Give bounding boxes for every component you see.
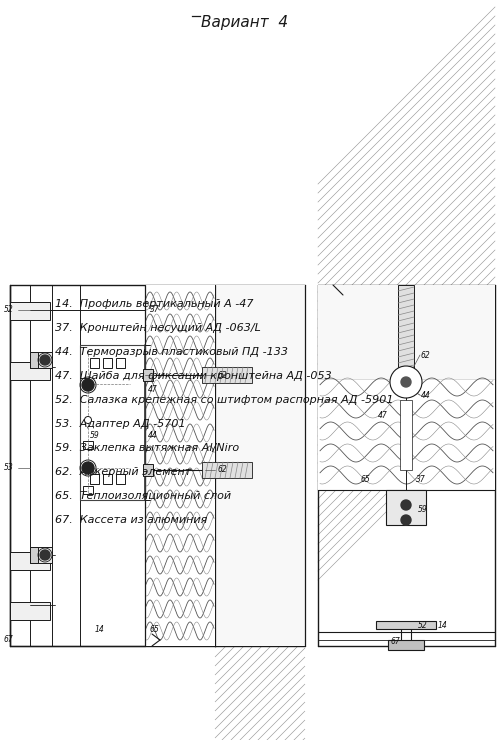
Text: 59.  Заклепка вытяжная Al/Niro: 59. Заклепка вытяжная Al/Niro xyxy=(55,443,239,453)
Circle shape xyxy=(82,379,94,391)
Text: 47.  Шайба для фиксации кронштейна АД -053: 47. Шайба для фиксации кронштейна АД -05… xyxy=(55,371,332,381)
Text: 62: 62 xyxy=(421,351,431,360)
Bar xyxy=(400,400,412,470)
Bar xyxy=(145,285,215,646)
Bar xyxy=(30,547,52,563)
Text: 59: 59 xyxy=(418,505,428,514)
Bar xyxy=(83,441,93,449)
Text: 52: 52 xyxy=(4,306,14,314)
Text: 14.  Профиль вертикальный А -47: 14. Профиль вертикальный А -47 xyxy=(55,299,254,309)
Circle shape xyxy=(82,462,94,474)
Text: 62: 62 xyxy=(218,465,228,474)
Circle shape xyxy=(84,417,91,423)
Bar xyxy=(318,380,495,490)
Text: 62: 62 xyxy=(218,371,228,380)
Text: 52.  Салазка крепежная со штифтом распорная АД -5901: 52. Салазка крепежная со штифтом распорн… xyxy=(55,395,394,405)
Text: 37.  Кронштейн несущий АД -063/L: 37. Кронштейн несущий АД -063/L xyxy=(55,323,261,333)
Text: 44: 44 xyxy=(148,431,158,440)
Text: 59: 59 xyxy=(90,431,100,440)
Text: 47: 47 xyxy=(148,386,158,394)
Bar xyxy=(103,474,112,484)
Text: 44.  Терморазрыв пластиковый ПД -133: 44. Терморазрыв пластиковый ПД -133 xyxy=(55,347,288,357)
Bar xyxy=(10,302,50,320)
Text: 53.  Адаптер АД -5701: 53. Адаптер АД -5701 xyxy=(55,419,186,429)
Circle shape xyxy=(390,366,422,398)
Text: 37: 37 xyxy=(416,476,426,485)
Bar xyxy=(202,462,252,478)
Bar xyxy=(386,490,426,525)
Text: 52: 52 xyxy=(418,621,428,630)
Bar xyxy=(143,369,153,381)
Bar xyxy=(10,602,50,620)
Text: Вариант  4: Вариант 4 xyxy=(202,15,288,30)
Bar xyxy=(318,285,495,380)
Bar xyxy=(116,474,125,484)
Bar xyxy=(30,352,52,368)
Bar xyxy=(90,358,99,368)
Text: 67: 67 xyxy=(4,636,14,645)
Text: 65: 65 xyxy=(361,476,371,485)
Text: 65: 65 xyxy=(150,625,160,634)
Text: 47: 47 xyxy=(378,411,388,420)
Text: 67: 67 xyxy=(391,636,401,645)
Text: 14: 14 xyxy=(438,621,448,630)
Circle shape xyxy=(40,550,50,560)
Bar xyxy=(215,285,305,646)
Bar xyxy=(388,640,424,650)
Bar xyxy=(376,621,436,629)
Text: 14: 14 xyxy=(95,625,105,634)
Text: 37: 37 xyxy=(150,306,160,314)
Text: 67.  Кассета из алюминия: 67. Кассета из алюминия xyxy=(55,515,208,525)
Bar xyxy=(202,367,252,383)
Circle shape xyxy=(401,377,411,387)
Bar xyxy=(10,362,50,380)
Circle shape xyxy=(401,500,411,510)
Bar xyxy=(398,285,414,385)
Text: 62.  Анкерный элемент: 62. Анкерный элемент xyxy=(55,467,191,477)
Bar xyxy=(30,547,38,563)
Bar xyxy=(116,358,125,368)
Bar xyxy=(80,345,145,500)
Bar xyxy=(30,352,38,368)
Text: 65.  Теплоизоляционный слой: 65. Теплоизоляционный слой xyxy=(55,491,231,501)
Bar xyxy=(10,552,50,570)
Bar xyxy=(143,464,153,476)
Text: 44: 44 xyxy=(421,391,431,400)
Circle shape xyxy=(401,515,411,525)
Bar xyxy=(103,358,112,368)
Circle shape xyxy=(40,355,50,365)
Bar xyxy=(90,474,99,484)
Bar xyxy=(83,486,93,494)
Text: 53: 53 xyxy=(4,463,14,473)
